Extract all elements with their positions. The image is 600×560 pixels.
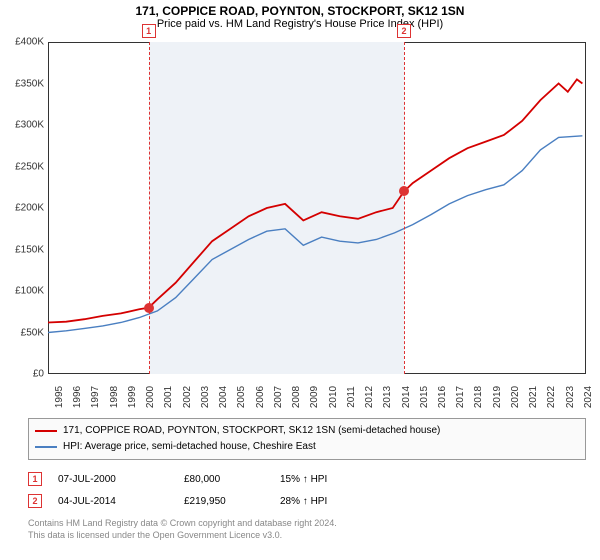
- legend-item: 171, COPPICE ROAD, POYNTON, STOCKPORT, S…: [35, 423, 579, 439]
- transaction-date: 07-JUL-2000: [58, 474, 168, 485]
- y-axis-tick-label: £250K: [15, 161, 44, 172]
- transaction-date: 04-JUL-2014: [58, 496, 168, 507]
- legend-item: HPI: Average price, semi-detached house,…: [35, 439, 579, 455]
- legend-label: 171, COPPICE ROAD, POYNTON, STOCKPORT, S…: [63, 423, 440, 439]
- x-axis-tick-label: 1997: [91, 386, 102, 408]
- x-axis-tick-label: 2008: [291, 386, 302, 408]
- y-axis-tick-label: £350K: [15, 78, 44, 89]
- series-line-hpi: [48, 136, 582, 333]
- x-axis-tick-label: 2000: [145, 386, 156, 408]
- x-axis-tick-label: 2002: [182, 386, 193, 408]
- x-axis-tick-label: 2018: [474, 386, 485, 408]
- x-axis-tick-label: 2006: [255, 386, 266, 408]
- transaction-row: 2 04-JUL-2014 £219,950 28% ↑ HPI: [28, 490, 586, 512]
- x-axis-tick-label: 2012: [364, 386, 375, 408]
- footnote: Contains HM Land Registry data © Crown c…: [28, 518, 586, 541]
- x-axis-tick-label: 2015: [419, 386, 430, 408]
- transaction-price: £219,950: [184, 496, 264, 507]
- x-axis-tick-label: 2007: [273, 386, 284, 408]
- x-axis-tick-label: 2010: [328, 386, 339, 408]
- x-axis-tick-label: 2023: [565, 386, 576, 408]
- transaction-marker: 2: [28, 494, 42, 508]
- y-axis-tick-label: £400K: [15, 37, 44, 48]
- transaction-marker: 1: [28, 472, 42, 486]
- transaction-delta: 15% ↑ HPI: [280, 474, 327, 485]
- event-marker-box: 2: [397, 24, 411, 38]
- y-axis-tick-label: £0: [33, 369, 44, 380]
- transaction-delta: 28% ↑ HPI: [280, 496, 327, 507]
- y-axis-tick-label: £50K: [21, 327, 44, 338]
- event-vline: [404, 42, 405, 374]
- x-axis-tick-label: 2013: [382, 386, 393, 408]
- y-axis-tick-label: £100K: [15, 286, 44, 297]
- x-axis-tick-label: 2014: [401, 386, 412, 408]
- legend-color-swatch: [35, 446, 57, 448]
- legend-color-swatch: [35, 430, 57, 432]
- footnote-line-2: This data is licensed under the Open Gov…: [28, 530, 282, 540]
- x-axis-tick-label: 2022: [547, 386, 558, 408]
- x-axis-tick-label: 1998: [109, 386, 120, 408]
- y-axis-tick-label: £150K: [15, 244, 44, 255]
- x-axis-tick-label: 2004: [218, 386, 229, 408]
- x-axis-tick-label: 2020: [510, 386, 521, 408]
- event-vline: [149, 42, 150, 374]
- footnote-line-1: Contains HM Land Registry data © Crown c…: [28, 518, 337, 528]
- x-axis-tick-label: 2005: [236, 386, 247, 408]
- series-line-price_paid: [48, 79, 582, 322]
- x-axis-tick-label: 2009: [309, 386, 320, 408]
- x-axis-tick-label: 2011: [346, 386, 357, 408]
- chart-lines: [48, 42, 586, 374]
- y-axis-tick-label: £200K: [15, 203, 44, 214]
- page-subtitle: Price paid vs. HM Land Registry's House …: [0, 18, 600, 34]
- page-title: 171, COPPICE ROAD, POYNTON, STOCKPORT, S…: [0, 0, 600, 18]
- x-axis-tick-label: 2017: [455, 386, 466, 408]
- x-axis-tick-label: 2024: [583, 386, 594, 408]
- event-data-point: [144, 303, 154, 313]
- x-axis-tick-label: 1999: [127, 386, 138, 408]
- chart-plot-area: 12: [48, 42, 586, 374]
- x-axis-tick-label: 1995: [54, 386, 65, 408]
- event-marker-box: 1: [142, 24, 156, 38]
- y-axis-tick-label: £300K: [15, 120, 44, 131]
- x-axis-tick-label: 2016: [437, 386, 448, 408]
- x-axis-tick-label: 2021: [528, 386, 539, 408]
- x-axis-tick-label: 2001: [164, 386, 175, 408]
- legend-box: 171, COPPICE ROAD, POYNTON, STOCKPORT, S…: [28, 418, 586, 460]
- transaction-row: 1 07-JUL-2000 £80,000 15% ↑ HPI: [28, 468, 586, 490]
- event-data-point: [399, 186, 409, 196]
- footer-area: 171, COPPICE ROAD, POYNTON, STOCKPORT, S…: [28, 418, 586, 541]
- x-axis-tick-label: 2019: [492, 386, 503, 408]
- transaction-price: £80,000: [184, 474, 264, 485]
- legend-label: HPI: Average price, semi-detached house,…: [63, 439, 316, 455]
- x-axis-tick-label: 1996: [72, 386, 83, 408]
- x-axis-tick-label: 2003: [200, 386, 211, 408]
